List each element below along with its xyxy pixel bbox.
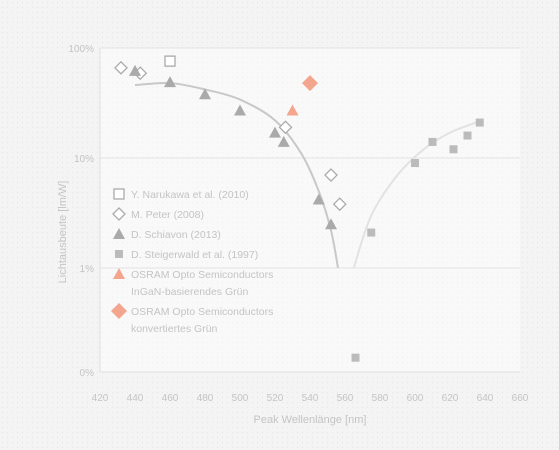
- x-tick-label: 500: [232, 393, 249, 404]
- plot-area: [100, 48, 520, 372]
- legend-label: OSRAM Opto Semiconductors InGaN-basierend…: [131, 269, 273, 298]
- legend-marker: [113, 268, 125, 279]
- data-point: [164, 55, 176, 67]
- green-gap-trend-curve: [134, 81, 339, 269]
- data-point: [325, 218, 337, 230]
- axes: 100% 10% 1% 0% 420 440 460 480 500 520 540 560 580 60…: [68, 44, 528, 404]
- x-tick-label: 540: [302, 393, 319, 404]
- data-point: [449, 145, 458, 154]
- data-point: [286, 104, 299, 116]
- x-tick-label: 580: [372, 393, 389, 404]
- y-tick-label: 1%: [80, 264, 95, 275]
- x-tick-label: 660: [512, 393, 529, 404]
- data-point: [351, 353, 360, 362]
- data-point: [269, 126, 281, 138]
- y-tick-label: 100%: [68, 44, 94, 55]
- data-point: [463, 131, 472, 140]
- x-axis-label: Peak Wellenlänge [nm]: [254, 414, 367, 426]
- y-tick-label: 0%: [80, 368, 95, 379]
- legend-label: D. Schiavon (2013): [131, 229, 221, 241]
- legend-marker: [111, 303, 127, 319]
- legend-marker: [112, 207, 126, 221]
- x-tick-label: 480: [197, 393, 214, 404]
- data-point: [428, 137, 437, 146]
- x-tick-label: 560: [337, 393, 354, 404]
- x-tick-label: 600: [407, 393, 424, 404]
- x-tick-label: 620: [442, 393, 459, 404]
- legend: Y. Narukawa et al. (2010) M. Peter (2008)…: [111, 188, 273, 335]
- data-point: [114, 60, 128, 75]
- data-point: [312, 193, 325, 205]
- red-trend-curve: [352, 121, 477, 269]
- data-point: [324, 168, 338, 182]
- legend-marker: [115, 250, 123, 258]
- legend-label: M. Peter (2008): [131, 209, 204, 221]
- trend-curves: [134, 81, 477, 269]
- legend-label: D. Steigerwald et al. (1997): [131, 249, 258, 261]
- data-point: [278, 120, 293, 135]
- data-point: [332, 197, 347, 212]
- data-points: [114, 55, 484, 362]
- data-point: [277, 135, 290, 147]
- x-tick-label: 440: [127, 393, 144, 404]
- x-tick-label: 640: [477, 393, 494, 404]
- data-point: [411, 159, 419, 168]
- x-tick-label: 460: [162, 393, 179, 404]
- legend-marker: [113, 228, 125, 239]
- data-point: [302, 75, 318, 92]
- data-point: [367, 228, 376, 237]
- x-tick-label: 520: [267, 393, 284, 404]
- legend-marker: [113, 188, 125, 200]
- x-tick-label: 420: [92, 393, 109, 404]
- data-point: [199, 88, 211, 100]
- legend-label: Y. Narukawa et al. (2010): [131, 189, 249, 201]
- data-point: [164, 76, 176, 88]
- legend-label: OSRAM Opto Semiconductors konvertiertes G…: [131, 306, 273, 335]
- y-axis-label: Lichtausbeute [lm/W]: [57, 181, 69, 284]
- data-point: [129, 64, 141, 76]
- data-point: [234, 104, 246, 116]
- data-point: [475, 118, 484, 127]
- y-tick-label: 10%: [74, 154, 94, 165]
